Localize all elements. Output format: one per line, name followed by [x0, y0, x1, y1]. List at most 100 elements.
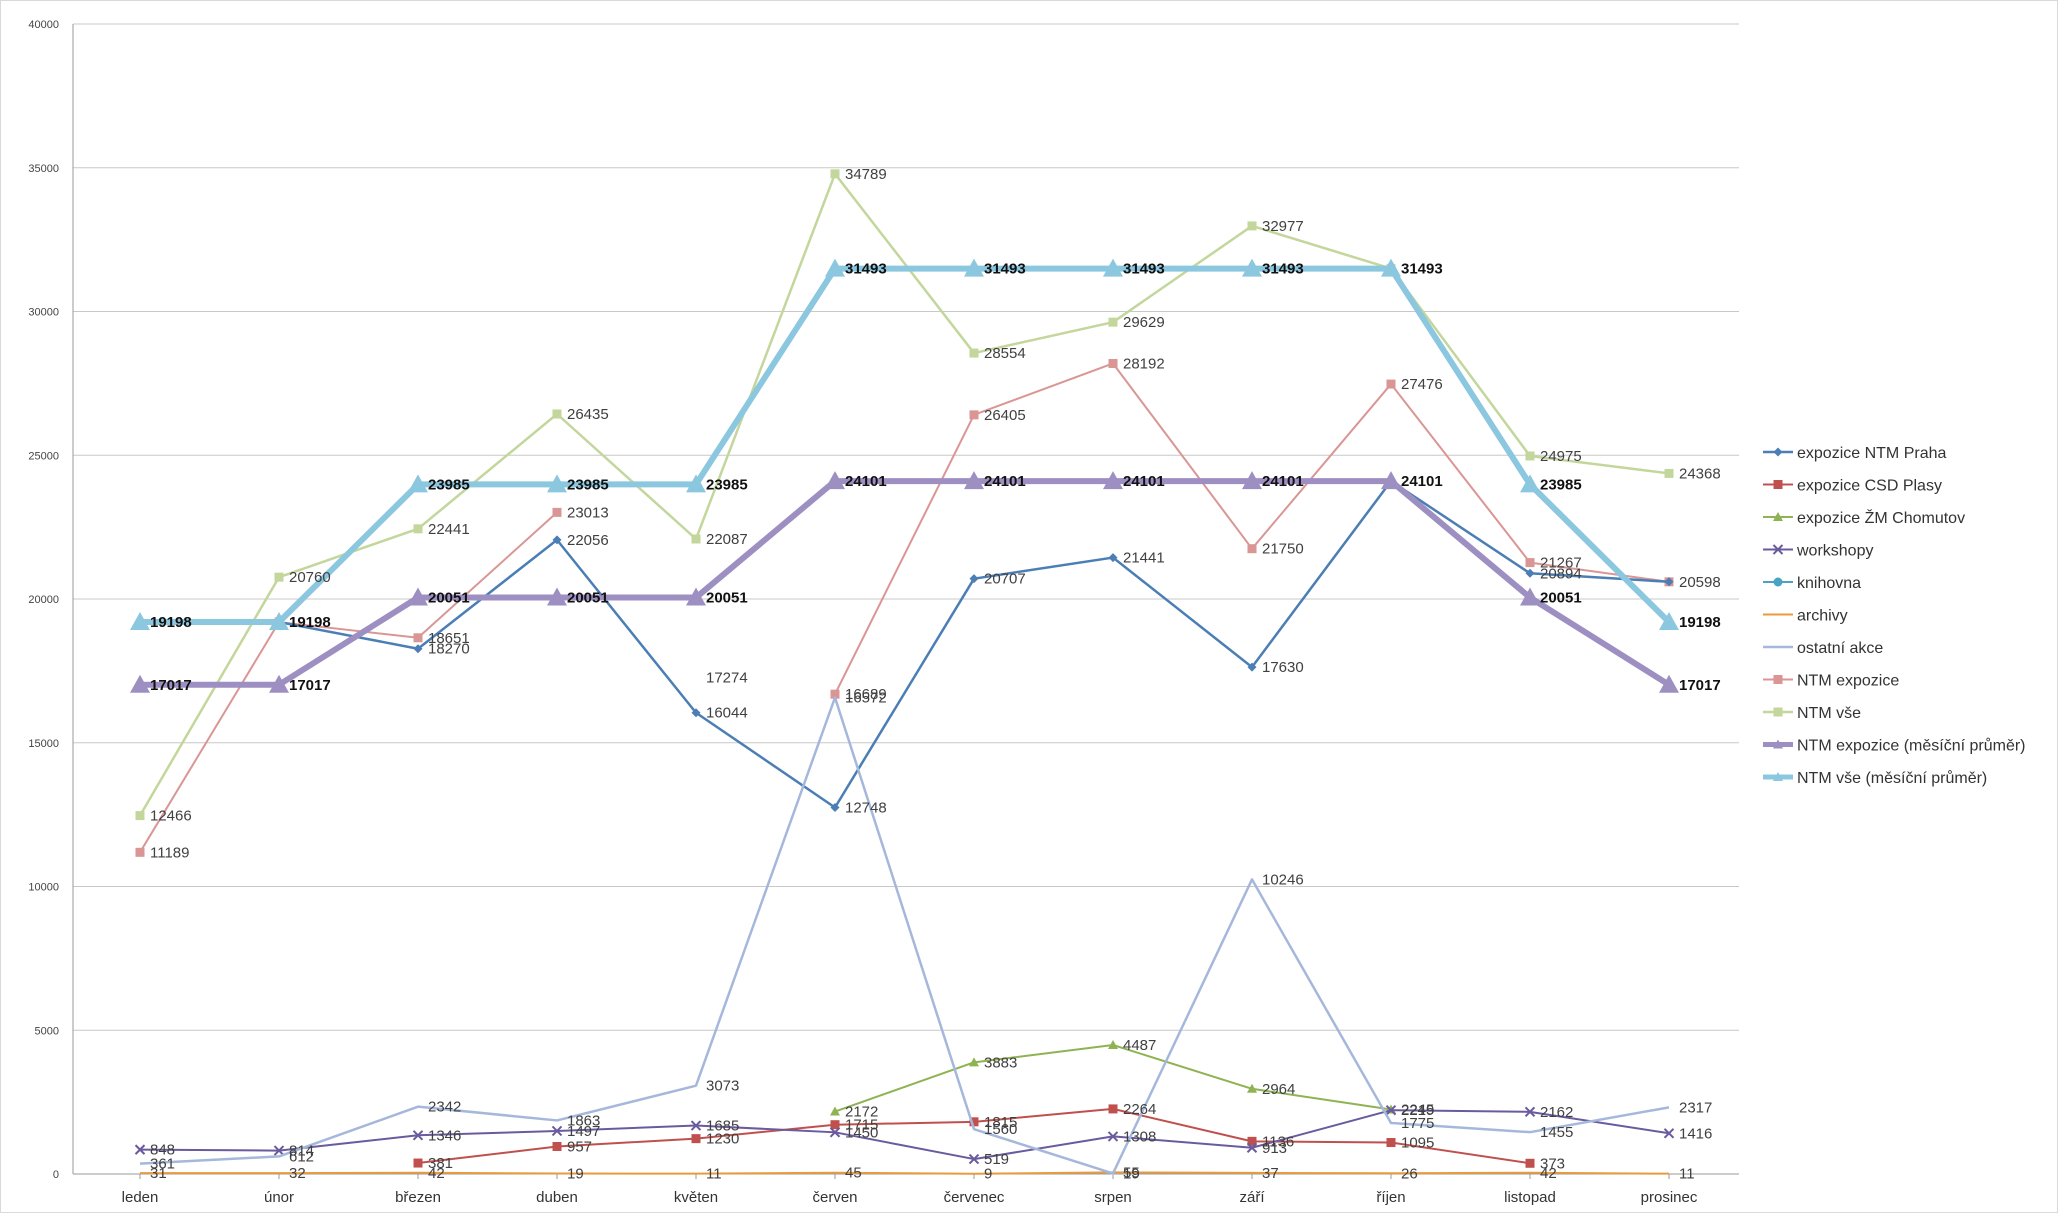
- data-point: [1108, 1104, 1118, 1114]
- legend-item: expozice ŽM Chomutov: [1763, 508, 1965, 527]
- data-point: [1773, 447, 1783, 457]
- series-NTM-expozice: [135, 358, 1674, 857]
- data-point: [1663, 1128, 1675, 1139]
- data-point: [413, 633, 423, 643]
- data-label: 381: [428, 1155, 453, 1172]
- data-point: [1381, 258, 1401, 277]
- data-label: 20598: [1679, 574, 1721, 591]
- series-line: [834, 1044, 1392, 1113]
- data-label: 20894: [1540, 565, 1582, 582]
- data-label: 2219: [1401, 1102, 1434, 1119]
- y-tick-label: 0: [53, 1169, 59, 1181]
- data-label: 18651: [428, 630, 470, 647]
- data-label: 24101: [984, 473, 1026, 490]
- data-label: 31493: [1262, 261, 1304, 278]
- data-label: 22087: [706, 531, 748, 548]
- data-label: 20760: [289, 569, 331, 586]
- data-point: [830, 689, 840, 699]
- data-point: [1525, 1158, 1535, 1168]
- data-point: [1242, 258, 1262, 277]
- data-label: 24368: [1679, 465, 1721, 482]
- y-tick-label: 30000: [28, 307, 59, 319]
- legend-label: expozice CSD Plasy: [1797, 478, 1942, 495]
- legend-item: NTM expozice: [1763, 673, 1899, 690]
- data-point: [547, 474, 567, 493]
- data-label: 2964: [1262, 1081, 1295, 1098]
- y-tick-label: 40000: [28, 19, 59, 31]
- data-point: [1246, 1142, 1258, 1153]
- legend-label: expozice NTM Praha: [1797, 445, 1946, 462]
- data-point: [1664, 468, 1674, 478]
- data-point: [552, 535, 562, 545]
- data-point: [1108, 553, 1118, 563]
- legend-label: expozice ŽM Chomutov: [1797, 508, 1965, 527]
- legend-item: NTM vše: [1763, 705, 1861, 722]
- data-label: 19198: [150, 614, 192, 631]
- data-point: [273, 1145, 285, 1156]
- data-point: [1772, 544, 1784, 555]
- data-label: 20707: [984, 571, 1026, 588]
- data-point: [1524, 1106, 1536, 1118]
- data-point: [969, 574, 979, 584]
- data-label: 1775: [1401, 1115, 1434, 1132]
- data-label: 21750: [1262, 541, 1304, 558]
- data-point: [1247, 1136, 1257, 1146]
- series-NTM-vše-(měsíční-průměr): [130, 258, 1679, 631]
- data-label: 26405: [984, 407, 1026, 424]
- data-label: 1815: [984, 1114, 1017, 1131]
- data-label: 16689: [845, 686, 887, 703]
- data-label: 17017: [289, 677, 331, 694]
- data-label: 4487: [1123, 1037, 1156, 1054]
- data-point: [1525, 568, 1535, 578]
- data-label: 34789: [845, 166, 887, 183]
- x-tick-label: duben: [536, 1189, 578, 1206]
- legend-item: expozice CSD Plasy: [1763, 478, 1942, 495]
- data-label: 19: [1123, 1165, 1140, 1182]
- legend: expozice NTM Praha expozice CSD Plasy expo…: [1763, 445, 2026, 787]
- data-label: 29629: [1123, 314, 1165, 331]
- x-tick-label: srpen: [1094, 1189, 1132, 1206]
- data-label: 2317: [1679, 1099, 1712, 1116]
- data-point: [969, 348, 979, 358]
- data-point: [830, 169, 840, 179]
- data-label: 3883: [984, 1054, 1017, 1071]
- data-label: 23985: [706, 476, 748, 493]
- data-point: [830, 1120, 840, 1130]
- data-label: 361: [150, 1156, 175, 1173]
- data-label: 31493: [984, 261, 1026, 278]
- x-tick-label: červen: [812, 1189, 857, 1206]
- x-tick-label: říjen: [1376, 1189, 1405, 1206]
- x-axis: leden únor březen duben květen červen červenec…: [122, 1174, 1698, 1206]
- data-point: [1103, 258, 1123, 277]
- data-label: 2245: [1401, 1101, 1434, 1118]
- series-expozice-CSD-Plasy: [413, 1104, 1535, 1168]
- data-label: 19: [567, 1165, 584, 1182]
- data-label: 24101: [1401, 473, 1443, 490]
- data-label: 9: [984, 1166, 992, 1183]
- data-point: [547, 587, 567, 606]
- legend-item: NTM expozice (měsíční průměr): [1763, 737, 2026, 755]
- data-label: 27476: [1401, 376, 1443, 393]
- data-label: 37: [1262, 1165, 1279, 1182]
- data-label: 913: [1262, 1140, 1287, 1157]
- data-label: 11: [1679, 1166, 1695, 1183]
- x-tick-label: listopad: [1504, 1189, 1556, 1206]
- data-label: 1685: [706, 1118, 739, 1135]
- data-point: [1659, 674, 1679, 693]
- series-workshopy: [134, 1104, 1675, 1165]
- series-line: [278, 479, 1670, 809]
- data-label: 1497: [567, 1123, 600, 1140]
- data-label: 24101: [845, 473, 887, 490]
- data-point: [969, 1117, 979, 1127]
- data-point: [1108, 358, 1118, 368]
- data-label: 1230: [706, 1131, 739, 1148]
- data-point: [964, 471, 984, 490]
- data-label: 848: [150, 1142, 175, 1159]
- data-label: 20051: [706, 590, 748, 607]
- legend-label: NTM vše (měsíční průměr): [1797, 769, 1987, 787]
- data-point: [269, 612, 289, 631]
- series-ostatní-akce: [139, 696, 1670, 1175]
- data-label: 23985: [567, 476, 609, 493]
- data-point: [130, 674, 150, 693]
